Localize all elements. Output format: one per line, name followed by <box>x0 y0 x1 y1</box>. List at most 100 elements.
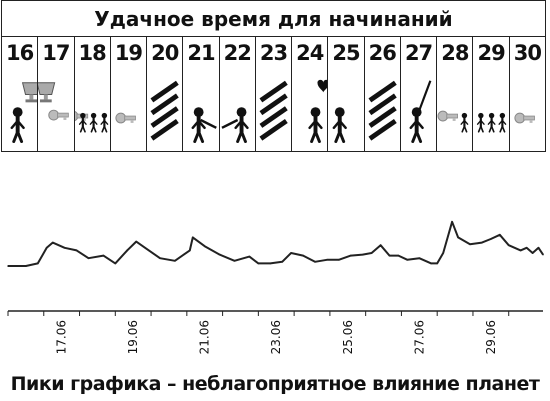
data-point <box>87 257 90 259</box>
hatch-bar <box>150 80 179 103</box>
day-pictogram <box>333 107 348 143</box>
hatch-bar <box>368 118 397 141</box>
data-point <box>45 247 48 249</box>
data-point <box>481 241 483 244</box>
day-cell: 19 <box>111 37 148 151</box>
day-cell: 27 <box>401 37 438 151</box>
data-point <box>490 238 492 240</box>
data-point <box>388 254 391 257</box>
day-cell: 23 <box>256 37 293 151</box>
data-point <box>63 247 66 249</box>
day-pictogram <box>409 80 432 143</box>
data-point <box>531 252 534 254</box>
data-point <box>397 254 400 257</box>
x-tick-label: 29.06 <box>484 320 498 354</box>
heart-icon <box>317 79 328 93</box>
hatch-bar <box>150 118 179 141</box>
trophy-icon <box>21 82 38 103</box>
trophy-icon <box>38 82 56 103</box>
data-point <box>542 253 544 256</box>
data-point <box>442 252 445 254</box>
chart-caption: Пики графика – неблагоприятное влияние п… <box>10 373 540 395</box>
data-point <box>418 257 421 259</box>
day-cell: 26 <box>365 37 401 151</box>
data-point <box>203 245 206 247</box>
day-pictogram <box>259 80 288 141</box>
data-point <box>135 240 137 243</box>
day-number: 28 <box>441 41 469 65</box>
data-point <box>126 249 128 252</box>
person-figure <box>191 107 207 143</box>
hatch-bar <box>259 118 288 141</box>
day-number: 24 <box>296 41 324 65</box>
hatch-bar <box>259 106 288 128</box>
x-tick-label: 25.06 <box>341 320 355 354</box>
data-point <box>290 252 292 254</box>
x-tick-label: 19.06 <box>126 320 140 354</box>
day-cell: 16 <box>2 37 39 151</box>
data-point <box>174 260 176 262</box>
key-icon <box>115 112 136 124</box>
day-pictogram <box>10 82 38 143</box>
data-point <box>361 253 364 256</box>
day-pictogram <box>221 107 249 143</box>
calendar-days-row: 16 17 18 19 20 21 22 23 24 25 26 27 28 29 30 <box>2 37 545 151</box>
pointing-arm <box>417 80 432 113</box>
day-pictogram <box>514 112 535 124</box>
data-point <box>302 254 304 257</box>
data-point <box>406 259 409 261</box>
person-figure <box>498 112 507 133</box>
person-figure <box>10 107 25 143</box>
lucky-days-calendar: Удачное время для начинаний 16 17 18 19 20 21… <box>1 0 546 152</box>
data-point <box>281 261 284 263</box>
key-icon <box>514 112 535 124</box>
hatch-bar <box>259 93 288 116</box>
day-cell: 21 <box>183 37 220 151</box>
person-figure <box>409 107 424 143</box>
day-number: 16 <box>6 41 34 65</box>
data-point <box>102 254 105 257</box>
data-point <box>370 252 373 254</box>
day-pictogram <box>308 79 328 143</box>
day-cell: 30 <box>510 37 545 151</box>
day-pictogram <box>74 111 108 133</box>
hatch-bar <box>368 106 397 128</box>
day-pictogram <box>150 80 179 141</box>
day-number: 21 <box>187 41 215 65</box>
data-point <box>457 236 459 239</box>
calendar-title: Удачное время для начинаний <box>2 1 545 37</box>
day-cell: 18 <box>74 37 111 151</box>
data-point <box>189 249 191 252</box>
key-icon <box>48 109 70 121</box>
person-figure <box>308 107 323 143</box>
handshake-arm <box>221 118 238 129</box>
person-figure <box>460 112 469 133</box>
day-cell: 29 <box>473 37 510 151</box>
series-line <box>8 220 544 267</box>
data-point <box>499 234 501 236</box>
data-point <box>314 261 316 263</box>
data-point <box>537 247 540 249</box>
day-number: 25 <box>332 41 360 65</box>
data-point <box>144 247 146 249</box>
day-cell: 25 <box>328 37 365 151</box>
data-point <box>519 249 522 252</box>
data-point <box>218 253 221 256</box>
hatch-bar <box>368 93 397 116</box>
hatch-bar <box>150 106 179 128</box>
day-number: 18 <box>78 41 107 65</box>
day-cell: 24 <box>292 37 329 151</box>
planetary-influence-chart: 17.06 19.06 21.06 23.06 25.06 27.06 29.06 <box>7 220 544 354</box>
hatch-bar <box>368 80 397 103</box>
day-number: 29 <box>477 41 505 65</box>
data-point <box>436 262 439 265</box>
hatch-bar <box>259 80 288 103</box>
person-figure <box>78 112 87 133</box>
data-point <box>37 262 39 265</box>
day-number: 19 <box>114 41 143 65</box>
data-point <box>469 243 471 245</box>
x-tick-label: 27.06 <box>412 320 426 354</box>
day-cell: 17 <box>38 37 75 151</box>
data-point <box>7 265 9 267</box>
data-point <box>269 262 272 265</box>
